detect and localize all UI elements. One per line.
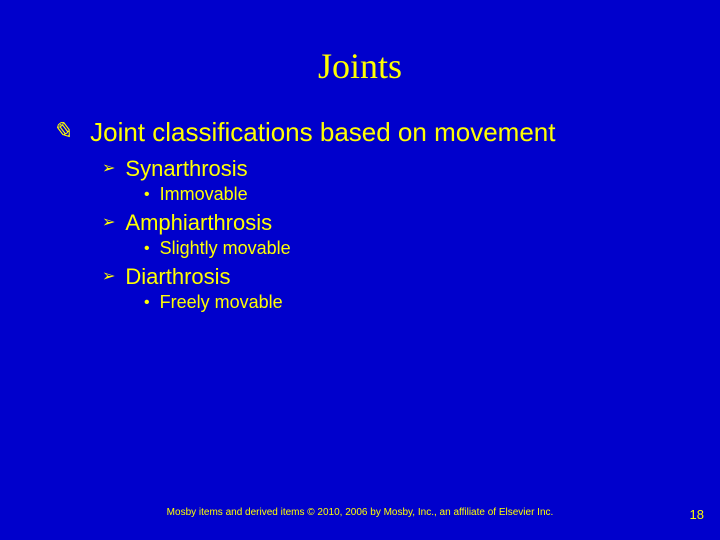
level2-text: Amphiarthrosis <box>125 210 272 236</box>
bullet-level2: ➢ Amphiarthrosis <box>102 210 680 236</box>
bullet-level3: • Immovable <box>144 184 680 206</box>
slide-container: Joints ✎ Joint classifications based on … <box>0 0 720 540</box>
bullet-level3: • Slightly movable <box>144 238 680 260</box>
page-number: 18 <box>690 507 704 522</box>
bullet-level1: ✎ Joint classifications based on movemen… <box>52 117 680 148</box>
slide-title: Joints <box>40 45 680 87</box>
level3-text: Slightly movable <box>160 238 291 260</box>
bullet-level2: ➢ Synarthrosis <box>102 156 680 182</box>
arrow-bullet-icon: ➢ <box>102 156 115 182</box>
arrow-bullet-icon: ➢ <box>102 264 115 290</box>
footer-copyright: Mosby items and derived items © 2010, 20… <box>0 507 720 518</box>
dot-bullet-icon: • <box>144 238 150 260</box>
bullet-level2: ➢ Diarthrosis <box>102 264 680 290</box>
level3-text: Immovable <box>160 184 248 206</box>
level2-text: Diarthrosis <box>125 264 230 290</box>
level1-text: Joint classifications based on movement <box>90 117 555 148</box>
dot-bullet-icon: • <box>144 184 150 206</box>
level2-text: Synarthrosis <box>125 156 247 182</box>
scribble-bullet-icon: ✎ <box>52 117 72 148</box>
dot-bullet-icon: • <box>144 292 150 314</box>
level3-text: Freely movable <box>160 292 283 314</box>
arrow-bullet-icon: ➢ <box>102 210 115 236</box>
bullet-level3: • Freely movable <box>144 292 680 314</box>
